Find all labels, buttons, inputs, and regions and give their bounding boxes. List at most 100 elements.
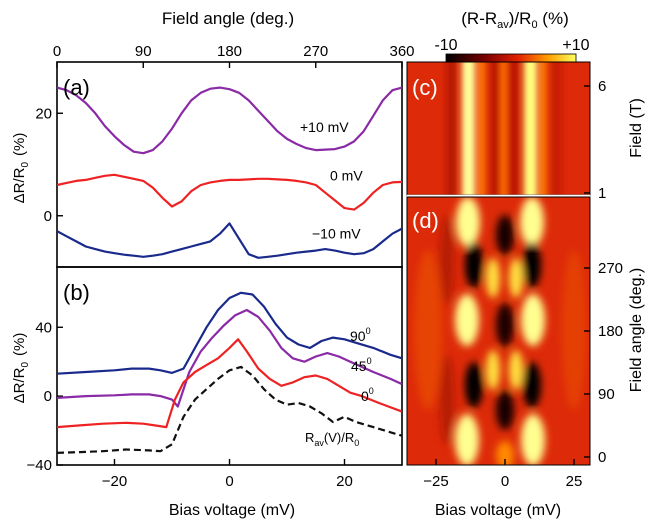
a-series-line xyxy=(57,86,402,155)
colorbar-title-mid: )/R xyxy=(509,9,532,28)
panel-a-ylabel-main: ΔR/R xyxy=(11,167,28,203)
d-black-5 xyxy=(465,362,483,408)
panel-a-ylabel-unit: (%) xyxy=(11,133,28,156)
a-series-label: 0 mV xyxy=(330,168,363,184)
panel-d-ylabel: Field angle (deg.) xyxy=(628,268,645,393)
b-xtick-label: 20 xyxy=(336,473,353,490)
b-series-label-main: 0 xyxy=(361,388,369,404)
panel-b-x-tick-labels: −20 0 20 xyxy=(102,473,353,490)
a-xtick-label: 90 xyxy=(135,43,152,60)
c-stripe-dark-2 xyxy=(491,62,500,195)
b-series-label: 900 xyxy=(350,326,371,344)
panel-a-y-tick-labels: 0 20 xyxy=(35,105,52,225)
b-series-label-sub2: 0 xyxy=(354,438,359,448)
panel-a-ylabel: ΔR/R0 (%) xyxy=(11,133,31,204)
a-ytick-label: 0 xyxy=(44,208,52,225)
b-series-label-sup: 0 xyxy=(369,386,374,396)
panel-c-ylabel: Field (T) xyxy=(628,98,645,158)
panel-a-series-labels: +10 mV 0 mV −10 mV xyxy=(300,119,363,242)
c-stripe-dark-1 xyxy=(446,62,456,195)
colorbar-min-label: -10 xyxy=(434,37,457,54)
b-ytick-label: 40 xyxy=(35,319,52,336)
panel-b-xlabel: Bias voltage (mV) xyxy=(169,502,295,519)
panel-b-label: (b) xyxy=(63,280,90,305)
b-series-label-sup: 0 xyxy=(366,326,371,336)
colorbar-title-main: (R-R xyxy=(461,9,497,28)
d-black-4 xyxy=(496,303,514,347)
d-yellow-2 xyxy=(509,258,523,298)
panel-c-heatmap xyxy=(407,62,590,195)
b-series-line xyxy=(57,308,402,408)
colorbar-title-sub2: 0 xyxy=(531,19,537,31)
d-xtick-label: 25 xyxy=(566,473,583,490)
b-series-label-main: R xyxy=(305,430,314,445)
panel-c-y-ticks: 16 xyxy=(584,78,606,202)
panel-d-xlabel: Bias voltage (mV) xyxy=(435,502,561,519)
panel-b-ylabel-unit: (%) xyxy=(11,333,28,356)
b-ytick-label: −40 xyxy=(27,457,52,474)
c-stripe-bright-1 xyxy=(462,62,475,195)
angle-tick-labels: 0 90 180 270 360 xyxy=(53,43,415,60)
d-ytick-label: 180 xyxy=(598,323,623,340)
b-series-label-sub: av xyxy=(314,438,324,448)
d-orange-left xyxy=(414,250,442,410)
d-ytick-label: 0 xyxy=(598,449,606,466)
d-black-7 xyxy=(496,390,514,430)
d-bright-bot-right xyxy=(521,414,545,465)
d-bright-mid-right xyxy=(521,294,545,346)
panel-a-series xyxy=(57,86,402,259)
d-bright-bot-left xyxy=(455,414,479,465)
c-stripe-dark-4 xyxy=(552,62,562,195)
d-xtick-label: −25 xyxy=(423,473,448,490)
panel-b-y-tick-labels: −40 0 40 xyxy=(27,319,52,474)
panel-c-label: (c) xyxy=(412,75,438,100)
panel-d-x-ticks: −25 0 25 xyxy=(423,459,582,490)
panel-b-ylabel: ΔR/R0 (%) xyxy=(11,333,31,404)
panel-b-series xyxy=(57,291,402,454)
b-series-label-main: 90 xyxy=(350,328,366,344)
a-xtick-label: 0 xyxy=(53,43,61,60)
b-series-label-suffix: (V)/R xyxy=(324,430,354,445)
a-series-label: −10 mV xyxy=(312,226,361,242)
d-bright-top-right xyxy=(520,197,544,247)
a-series-line xyxy=(57,222,402,259)
a-xtick-label: 360 xyxy=(389,43,414,60)
d-black-6 xyxy=(523,362,541,408)
panel-b-ticks xyxy=(57,326,346,466)
a-xtick-label: 270 xyxy=(303,43,328,60)
b-series-label: 00 xyxy=(361,386,374,404)
b-series-label: Rav(V)/R0 xyxy=(305,430,359,448)
d-ytick-label: 90 xyxy=(598,386,615,403)
colorbar-max-label: +10 xyxy=(562,37,589,54)
d-yellow-4 xyxy=(509,350,523,390)
a-xtick-label: 180 xyxy=(217,43,242,60)
panel-a-ylabel-sub: 0 xyxy=(20,162,31,168)
b-ytick-label: 0 xyxy=(44,388,52,405)
d-black-1 xyxy=(465,242,483,288)
a-series-label: +10 mV xyxy=(300,119,349,135)
b-series-line xyxy=(57,338,402,429)
c-stripe-orange-1 xyxy=(478,62,485,195)
panel-d-label: (d) xyxy=(412,208,439,233)
panel-d-blobs xyxy=(414,197,586,465)
colorbar-title-unit: (%) xyxy=(538,9,569,28)
c-stripe-orange-2 xyxy=(500,62,507,195)
d-bright-mid-left xyxy=(455,294,479,346)
a-ytick-label: 20 xyxy=(35,105,52,122)
panel-a-label: (a) xyxy=(63,75,90,100)
c-ytick-label: 1 xyxy=(598,185,606,202)
b-series-label-main: 45 xyxy=(351,358,367,374)
d-dark-left-1 xyxy=(440,215,454,305)
d-black-2 xyxy=(496,215,514,255)
panel-d-heatmap xyxy=(407,197,590,465)
panel-c-stripes xyxy=(446,62,562,195)
angle-axis-title: Field angle (deg.) xyxy=(162,9,294,28)
b-xtick-label: 0 xyxy=(225,473,233,490)
b-series-line xyxy=(57,365,402,454)
d-ytick-label: 270 xyxy=(598,260,623,277)
b-series-line xyxy=(57,291,402,375)
b-series-label: 450 xyxy=(351,356,372,374)
c-stripe-orange-3 xyxy=(540,62,546,195)
